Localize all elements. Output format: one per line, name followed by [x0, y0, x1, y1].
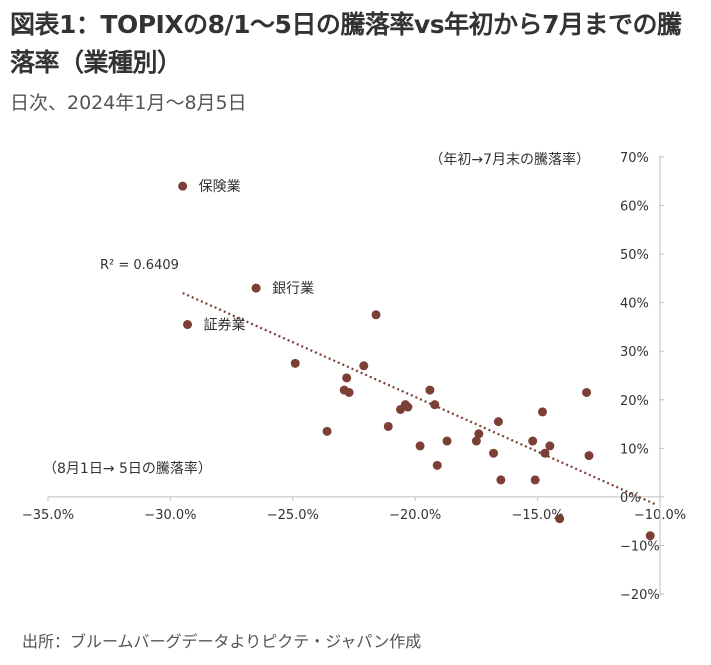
- y-tick-label: 50%: [620, 248, 649, 263]
- data-point: [584, 451, 594, 461]
- y-tick-label: 10%: [620, 442, 649, 457]
- data-point: [432, 460, 442, 470]
- data-point: [493, 417, 503, 427]
- y-tick-label: −20%: [620, 588, 660, 603]
- trendline: [182, 291, 656, 506]
- data-point: [555, 514, 565, 524]
- x-tick-label: −35.0%: [22, 508, 74, 523]
- data-point: [344, 387, 354, 397]
- data-point: [545, 441, 555, 451]
- point-label: 銀行業: [272, 281, 314, 297]
- x-tick-label: −20.0%: [389, 508, 441, 523]
- data-point: [183, 320, 193, 330]
- data-point: [396, 404, 406, 414]
- data-point: [383, 421, 393, 431]
- data-point: [359, 361, 369, 371]
- x-tick-label: −15.0%: [511, 508, 563, 523]
- data-point: [489, 448, 499, 458]
- trendline-group: [182, 291, 656, 506]
- data-point: [442, 436, 452, 446]
- x-axis-label: （8月1日→ 5日の騰落率）: [43, 460, 212, 477]
- data-point: [528, 436, 538, 446]
- x-tick-label: −30.0%: [144, 508, 196, 523]
- data-point: [425, 385, 435, 395]
- y-tick-label: 30%: [620, 345, 649, 360]
- data-point: [403, 402, 413, 412]
- x-tick-label: −25.0%: [267, 508, 319, 523]
- y-tick-label: 60%: [620, 200, 649, 215]
- data-point: [178, 181, 188, 191]
- data-point: [251, 283, 261, 293]
- data-point: [471, 436, 481, 446]
- data-point: [371, 310, 381, 320]
- y-axis-label: （年初→7月末の騰落率）: [429, 151, 590, 168]
- data-points: [178, 181, 655, 541]
- data-point: [645, 531, 655, 541]
- y-axis: 70%60%50%40%30%20%10%0%−10%−20%: [620, 151, 664, 603]
- data-point: [530, 475, 540, 485]
- source-note: 出所：ブルームバーグデータよりピクテ・ジャパン作成: [22, 632, 422, 651]
- r-squared-label: R² = 0.6409: [100, 258, 179, 273]
- data-point: [582, 387, 592, 397]
- data-point: [342, 373, 352, 383]
- y-tick-label: 70%: [620, 151, 649, 166]
- data-point: [415, 441, 425, 451]
- data-point: [537, 407, 547, 417]
- data-point: [430, 400, 440, 410]
- data-point: [474, 429, 484, 439]
- chart-subtitle: 日次、2024年1月～8月5日: [10, 92, 247, 114]
- x-axis: −35.0% −30.0% −25.0% −20.0% −15.0% −10.0%: [22, 496, 686, 523]
- point-label: 保険業: [199, 179, 241, 195]
- y-tick-label: −10%: [620, 539, 660, 554]
- data-point: [322, 426, 332, 436]
- y-tick-label: 20%: [620, 394, 649, 409]
- data-point: [496, 475, 506, 485]
- point-label: 証券業: [204, 318, 246, 334]
- chart-title: 図表1：TOPIXの8/1～5日の騰落率vs年初から7月までの騰落率（業種別）: [10, 10, 682, 77]
- y-tick-label: 40%: [620, 297, 649, 312]
- data-point: [290, 358, 300, 368]
- data-point: [540, 448, 550, 458]
